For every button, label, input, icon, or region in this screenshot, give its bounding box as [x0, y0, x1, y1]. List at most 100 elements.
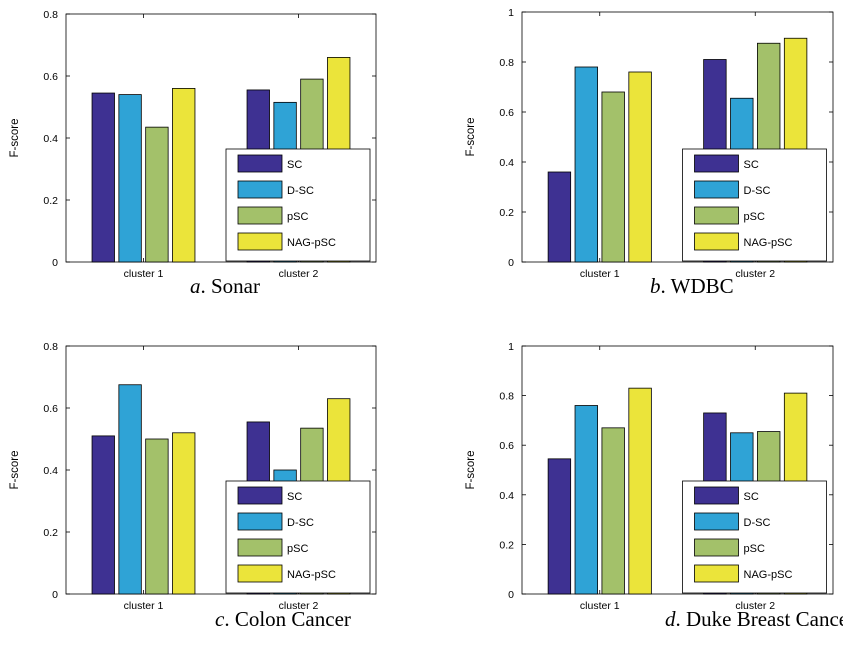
- caption-letter: a: [190, 274, 201, 298]
- x-tick-label: cluster 1: [124, 600, 164, 612]
- x-tick-label: cluster 1: [580, 268, 620, 280]
- y-tick-label: 0.8: [43, 341, 58, 353]
- legend-swatch-sc: [694, 486, 739, 505]
- y-tick-label: 1: [508, 7, 514, 19]
- y-tick-label: 0.2: [43, 195, 58, 207]
- y-axis-label: F-score: [465, 118, 477, 157]
- y-tick-label: 1: [508, 341, 514, 353]
- bar-d-sc-1: [574, 405, 598, 595]
- bar-psc-1: [601, 91, 625, 263]
- bar-psc-1: [601, 427, 625, 595]
- y-tick-label: 0.2: [499, 207, 514, 219]
- legend-swatch-psc: [237, 206, 283, 225]
- legend-swatch-nag-psc: [237, 232, 283, 251]
- panel-caption: c. Colon Cancer: [215, 607, 351, 631]
- caption-letter: d: [665, 607, 676, 631]
- x-tick-label: cluster 1: [580, 600, 620, 612]
- x-tick-label: cluster 2: [279, 268, 319, 280]
- bar-d-sc-1: [118, 94, 142, 263]
- bar-nag-psc-1: [172, 88, 196, 263]
- chart-panel-d: 0 0.2 0.4 0.6 0.8 1 F-score cluster 1 cluster 2 S…: [465, 341, 843, 631]
- y-tick-label: 0: [508, 589, 514, 601]
- legend-swatch-nag-psc: [237, 564, 283, 583]
- y-tick-label: 0.6: [43, 71, 58, 83]
- caption-title: . Colon Cancer: [224, 607, 351, 631]
- y-tick-label: 0.2: [499, 539, 514, 551]
- legend: SC D-SC pSC NAG-pSC: [225, 148, 371, 262]
- bar-psc-1: [145, 126, 169, 263]
- y-axis-label: F-score: [465, 451, 477, 490]
- legend-label-sc: SC: [744, 159, 759, 171]
- legend-label-sc: SC: [287, 491, 302, 503]
- legend-swatch-sc: [237, 154, 283, 173]
- y-axis-label: F-score: [9, 451, 21, 490]
- legend-swatch-d-sc: [694, 180, 739, 199]
- y-tick-label: 0.6: [499, 440, 514, 452]
- bar-nag-psc-1: [628, 387, 652, 595]
- bar-sc-1: [547, 458, 572, 595]
- chart-panel-b: 0 0.2 0.4 0.6 0.8 1 F-score cluster 1 cluster 2 S…: [465, 7, 834, 298]
- x-tick-label: cluster 2: [735, 268, 775, 280]
- legend-label-nag-psc: NAG-pSC: [744, 569, 793, 581]
- panel-caption: b. WDBC: [650, 274, 734, 298]
- x-tick-label: cluster 2: [735, 600, 775, 612]
- legend: SC D-SC pSC NAG-pSC: [682, 148, 827, 262]
- legend-label-nag-psc: NAG-pSC: [744, 237, 793, 249]
- caption-letter: c: [215, 607, 225, 631]
- chart-panel-c: 0 0.2 0.4 0.6 0.8 F-score cluster 1 cluster 2 SC…: [9, 341, 377, 631]
- bar-nag-psc-1: [628, 71, 652, 263]
- legend-label-nag-psc: NAG-pSC: [287, 237, 336, 249]
- legend-swatch-sc: [694, 154, 739, 173]
- legend-swatch-psc: [694, 538, 739, 557]
- y-tick-label: 0.8: [43, 9, 58, 21]
- legend-swatch-psc: [237, 538, 283, 557]
- y-tick-label: 0.4: [43, 133, 58, 145]
- bar-d-sc-1: [118, 384, 142, 595]
- legend-label-psc: pSC: [287, 211, 308, 223]
- legend-label-d-sc: D-SC: [287, 185, 314, 197]
- legend-label-d-sc: D-SC: [744, 185, 771, 197]
- y-tick-label: 0.2: [43, 527, 58, 539]
- legend-label-psc: pSC: [744, 211, 765, 223]
- x-tick-label: cluster 2: [279, 600, 319, 612]
- legend-swatch-sc: [237, 486, 283, 505]
- y-tick-label: 0.4: [43, 465, 58, 477]
- y-tick-label: 0.6: [43, 403, 58, 415]
- panel-caption: d. Duke Breast Cancer: [665, 607, 843, 631]
- y-tick-label: 0.4: [499, 157, 514, 169]
- legend-swatch-d-sc: [237, 180, 283, 199]
- panel-caption: a. Sonar: [190, 274, 260, 298]
- bar-psc-1: [145, 438, 169, 595]
- bar-sc-1: [91, 435, 115, 595]
- y-tick-label: 0.4: [499, 490, 514, 502]
- legend-swatch-psc: [694, 206, 739, 225]
- legend-label-sc: SC: [287, 159, 302, 171]
- legend-label-nag-psc: NAG-pSC: [287, 569, 336, 581]
- y-axis-label: F-score: [9, 119, 21, 158]
- caption-title: . Duke Breast Cancer: [676, 607, 843, 631]
- legend: SC D-SC pSC NAG-pSC: [682, 480, 827, 594]
- legend-label-d-sc: D-SC: [287, 517, 314, 529]
- y-tick-label: 0.6: [499, 107, 514, 119]
- bar-sc-1: [91, 92, 115, 263]
- y-tick-label: 0: [508, 257, 514, 269]
- y-tick-label: 0.8: [499, 57, 514, 69]
- bar-sc-1: [547, 171, 572, 263]
- x-tick-label: cluster 1: [124, 268, 164, 280]
- legend-swatch-d-sc: [694, 512, 739, 531]
- bar-d-sc-1: [574, 66, 598, 263]
- legend-label-d-sc: D-SC: [744, 517, 771, 529]
- y-tick-label: 0: [52, 257, 58, 269]
- legend-swatch-nag-psc: [694, 564, 739, 583]
- bar-nag-psc-1: [172, 432, 196, 595]
- legend-label-psc: pSC: [744, 543, 765, 555]
- caption-title: . Sonar: [201, 274, 261, 298]
- legend: SC D-SC pSC NAG-pSC: [225, 480, 371, 594]
- legend-swatch-nag-psc: [694, 232, 739, 251]
- y-tick-label: 0: [52, 589, 58, 601]
- chart-panel-a: 0 0.2 0.4 0.6 0.8 F-score cluster 1 cluster 2 SC…: [9, 9, 377, 298]
- caption-letter: b: [650, 274, 661, 298]
- y-tick-label: 0.8: [499, 391, 514, 403]
- legend-swatch-d-sc: [237, 512, 283, 531]
